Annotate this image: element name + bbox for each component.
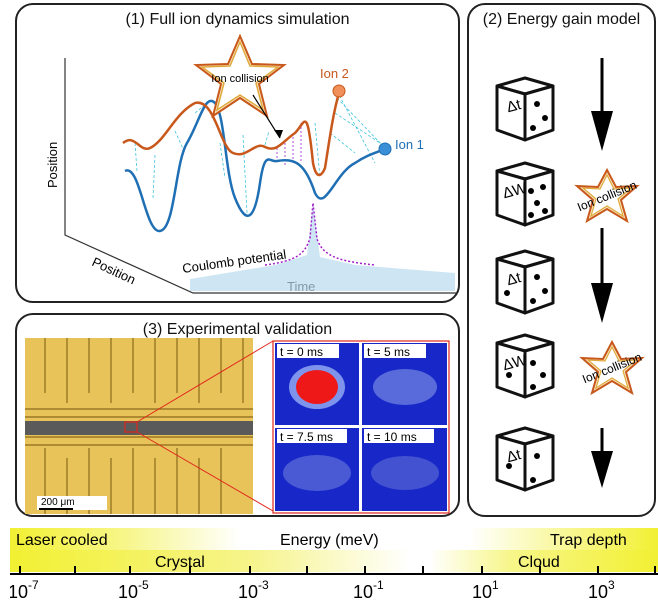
die-2: ΔW (495, 161, 555, 227)
region-trap-depth: Trap depth (550, 532, 627, 549)
coulomb-peak (264, 202, 376, 266)
label-t0: t = 0 ms (280, 345, 323, 359)
band-laser-cooled (10, 528, 240, 550)
trap-photo: 200 μm t = 0 ms t = 5 ms t = 7.5 ms t = … (25, 338, 450, 514)
panel3-title: (3) Experimental validation (142, 321, 333, 338)
label-t5: t = 5 ms (367, 345, 410, 359)
tick-label: 10-5 (118, 578, 149, 602)
scale-bar-label: 200 μm (41, 497, 75, 508)
tick-label: 103 (588, 578, 615, 602)
collision-star-4: Ion collision (580, 341, 644, 394)
region-cloud: Cloud (518, 554, 560, 571)
collision-pointer-head (274, 130, 283, 138)
electrode-gaps (25, 338, 253, 514)
connector-dashes (134, 90, 386, 214)
collision-label: Ion collision (211, 73, 268, 85)
label-t7-5: t = 7.5 ms (280, 430, 333, 444)
axis-label-position-depth: Position (90, 254, 138, 287)
zoom-line-top (136, 340, 274, 423)
cloud-t5 (373, 369, 437, 405)
panel1-title: (1) Full ion dynamics simulation (125, 11, 350, 28)
band-crystal (10, 550, 410, 572)
zoom-line-bottom (136, 431, 274, 512)
label-bg-t5 (364, 344, 426, 358)
die-4-label: ΔW (501, 351, 530, 374)
panel-experimental-validation: (3) Experimental validation 200 μm (15, 313, 460, 517)
region-crystal: Crystal (155, 554, 205, 571)
arrow-down-2 (591, 228, 613, 323)
axis-ticks (19, 566, 656, 574)
tick-label: 10-1 (353, 578, 384, 602)
panel2-title: (2) Energy gain model (482, 11, 641, 28)
ion2-label: Ion 2 (320, 66, 349, 81)
die-4: ΔW (495, 333, 555, 399)
axis-label-position-vertical: Position (45, 142, 60, 188)
ion-dynamics-plot: Position Position Time Coulomb potential… (45, 33, 457, 294)
ion1-label: Ion 1 (395, 137, 424, 152)
cloud-t0-core (296, 370, 338, 404)
ion2-trajectory (122, 92, 341, 177)
collision-star-2: Ion collision (575, 169, 639, 222)
scale-bar-box (37, 496, 107, 510)
band-trap-depth (470, 528, 658, 550)
cloud-t10 (371, 456, 439, 490)
energy-title: Energy (meV) (280, 532, 379, 549)
axes-frame (64, 58, 457, 294)
tick-label: 101 (472, 578, 499, 602)
die-5-label: Δt (505, 446, 524, 466)
die-2-label: ΔW (501, 179, 530, 202)
ion1-trajectory (124, 99, 386, 233)
label-bg-t0 (277, 344, 339, 358)
die-5: Δt (495, 426, 555, 492)
panel-energy-gain-model: (2) Energy gain model Δt ΔW (467, 3, 656, 517)
panel-ion-dynamics: (1) Full ion dynamics simulation Positio… (15, 3, 460, 303)
band-cloud (430, 550, 658, 572)
die-3: Δt (495, 249, 555, 315)
region-laser-cooled: Laser cooled (16, 532, 108, 549)
coulomb-floor (190, 203, 455, 291)
die-1: Δt (495, 76, 555, 142)
die-3-label: Δt (505, 269, 524, 289)
label-t10: t = 10 ms (367, 430, 417, 444)
tick-label: 10-3 (238, 578, 269, 602)
label-bg-t7-5 (277, 429, 347, 443)
ion2-marker (332, 84, 346, 98)
arrow-down-3 (591, 428, 613, 488)
tick-label: 10-7 (10, 578, 39, 602)
collision-star: Ion collision (193, 33, 287, 119)
arrow-down-1 (591, 58, 613, 151)
tick-labels: 10-7 10-5 10-3 10-1 101 103 (10, 578, 615, 602)
die-1-label: Δt (505, 96, 524, 116)
trap-slot (25, 421, 253, 435)
energy-gain-diagram: Δt ΔW Ion collision Δt ΔW Ion co (495, 58, 644, 492)
label-bg-t10 (364, 429, 434, 443)
cloud-t7-5 (283, 455, 351, 491)
energy-scale: Laser cooled Energy (meV) Trap depth Cry… (10, 528, 658, 602)
zoom-box (124, 421, 138, 433)
ion1-marker (378, 142, 392, 156)
